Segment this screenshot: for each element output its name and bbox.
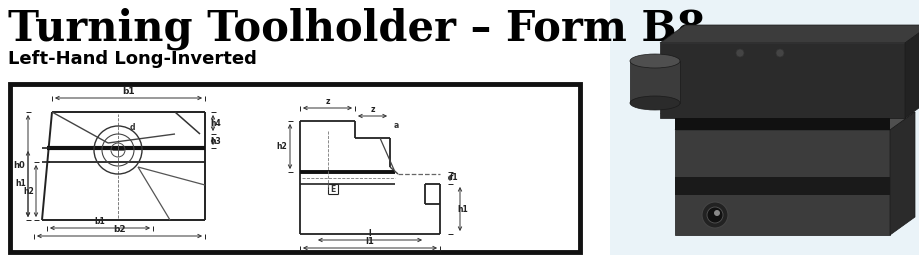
Bar [675,118,890,130]
Circle shape [707,207,723,223]
Bar [660,43,905,118]
Text: h0: h0 [13,161,25,171]
Text: z: z [370,105,375,114]
Polygon shape [890,112,915,235]
Text: h3: h3 [210,136,221,146]
Text: z: z [325,97,330,106]
Text: l1: l1 [366,237,374,246]
Circle shape [702,202,728,228]
Text: Left-Hand Long-Inverted: Left-Hand Long-Inverted [8,50,257,68]
Bar [10,84,580,252]
Circle shape [776,49,784,57]
Ellipse shape [630,96,680,110]
Text: a: a [394,121,399,130]
Circle shape [736,49,744,57]
Bar [675,177,890,195]
Text: d: d [130,123,135,132]
Bar [630,61,680,103]
Text: E: E [330,185,335,193]
Text: h2: h2 [277,142,287,151]
Text: b1: b1 [95,218,106,226]
Polygon shape [675,112,915,130]
Polygon shape [660,25,919,43]
Text: b1: b1 [122,87,135,96]
Circle shape [714,210,720,216]
Text: b2: b2 [113,225,126,234]
Text: h1: h1 [458,205,468,213]
Text: l: l [369,230,371,238]
Ellipse shape [630,54,680,68]
Text: Turning Toolholder – Form B8: Turning Toolholder – Form B8 [8,8,706,50]
Polygon shape [905,25,919,118]
FancyBboxPatch shape [675,130,890,235]
Text: h2: h2 [23,186,34,196]
Text: f1: f1 [449,173,458,183]
Bar [610,0,919,255]
Text: h4: h4 [210,119,221,127]
Text: h1: h1 [16,179,26,188]
